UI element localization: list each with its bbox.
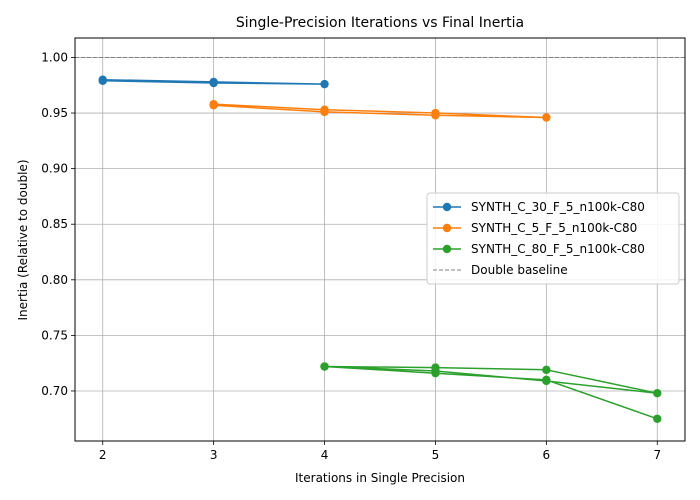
data-point — [98, 76, 107, 86]
legend-label: SYNTH_C_30_F_5_n100k-C80 — [471, 200, 645, 214]
data-point — [320, 79, 329, 89]
y-tick-label: 0.95 — [41, 106, 68, 120]
x-tick-label: 6 — [543, 448, 551, 462]
legend-box — [426, 192, 680, 285]
x-tick-label: 4 — [321, 448, 329, 462]
legend-swatch-marker — [442, 202, 452, 212]
x-tick-label: 2 — [99, 448, 107, 462]
data-point — [320, 107, 329, 117]
series-layer — [98, 75, 662, 423]
legend-label: SYNTH_C_5_F_5_n100k-C80 — [471, 221, 637, 235]
data-point — [209, 78, 218, 88]
data-point — [542, 375, 551, 385]
y-axis-ticks: 0.70 0.75 0.80 0.85 0.90 0.95 1.00 — [41, 50, 75, 398]
y-tick-label: 0.80 — [41, 273, 68, 287]
legend-swatch-marker — [442, 223, 452, 233]
y-tick-label: 0.75 — [41, 328, 68, 342]
data-point — [542, 365, 551, 375]
data-point — [431, 111, 440, 120]
legend: SYNTH_C_30_F_5_n100k-C80 SYNTH_C_5_F_5_n1… — [426, 192, 680, 285]
data-point — [653, 414, 662, 423]
x-tick-label: 5 — [432, 448, 440, 462]
legend-label: SYNTH_C_80_F_5_n100k-C80 — [471, 242, 645, 256]
legend-swatch-marker — [442, 244, 452, 254]
data-point — [320, 362, 329, 371]
data-point — [653, 388, 662, 398]
x-axis-ticks: 2 3 4 5 6 7 — [99, 441, 661, 462]
y-tick-label: 1.00 — [41, 50, 68, 64]
series-line — [323, 365, 659, 420]
x-tick-label: 7 — [653, 448, 661, 462]
data-point — [209, 101, 218, 110]
chart-title: Single-Precision Iterations vs Final Ine… — [236, 15, 524, 31]
y-axis-label: Inertia (Relative to double) — [16, 160, 30, 321]
data-point — [542, 113, 551, 122]
data-point — [431, 368, 440, 378]
y-tick-label: 0.70 — [41, 384, 68, 398]
legend-label: Double baseline — [471, 263, 568, 277]
x-axis-label: Iterations in Single Precision — [295, 471, 465, 485]
x-tick-label: 3 — [210, 448, 218, 462]
plot-frame — [74, 37, 686, 442]
y-tick-label: 0.85 — [41, 217, 68, 231]
y-tick-label: 0.90 — [41, 162, 68, 176]
